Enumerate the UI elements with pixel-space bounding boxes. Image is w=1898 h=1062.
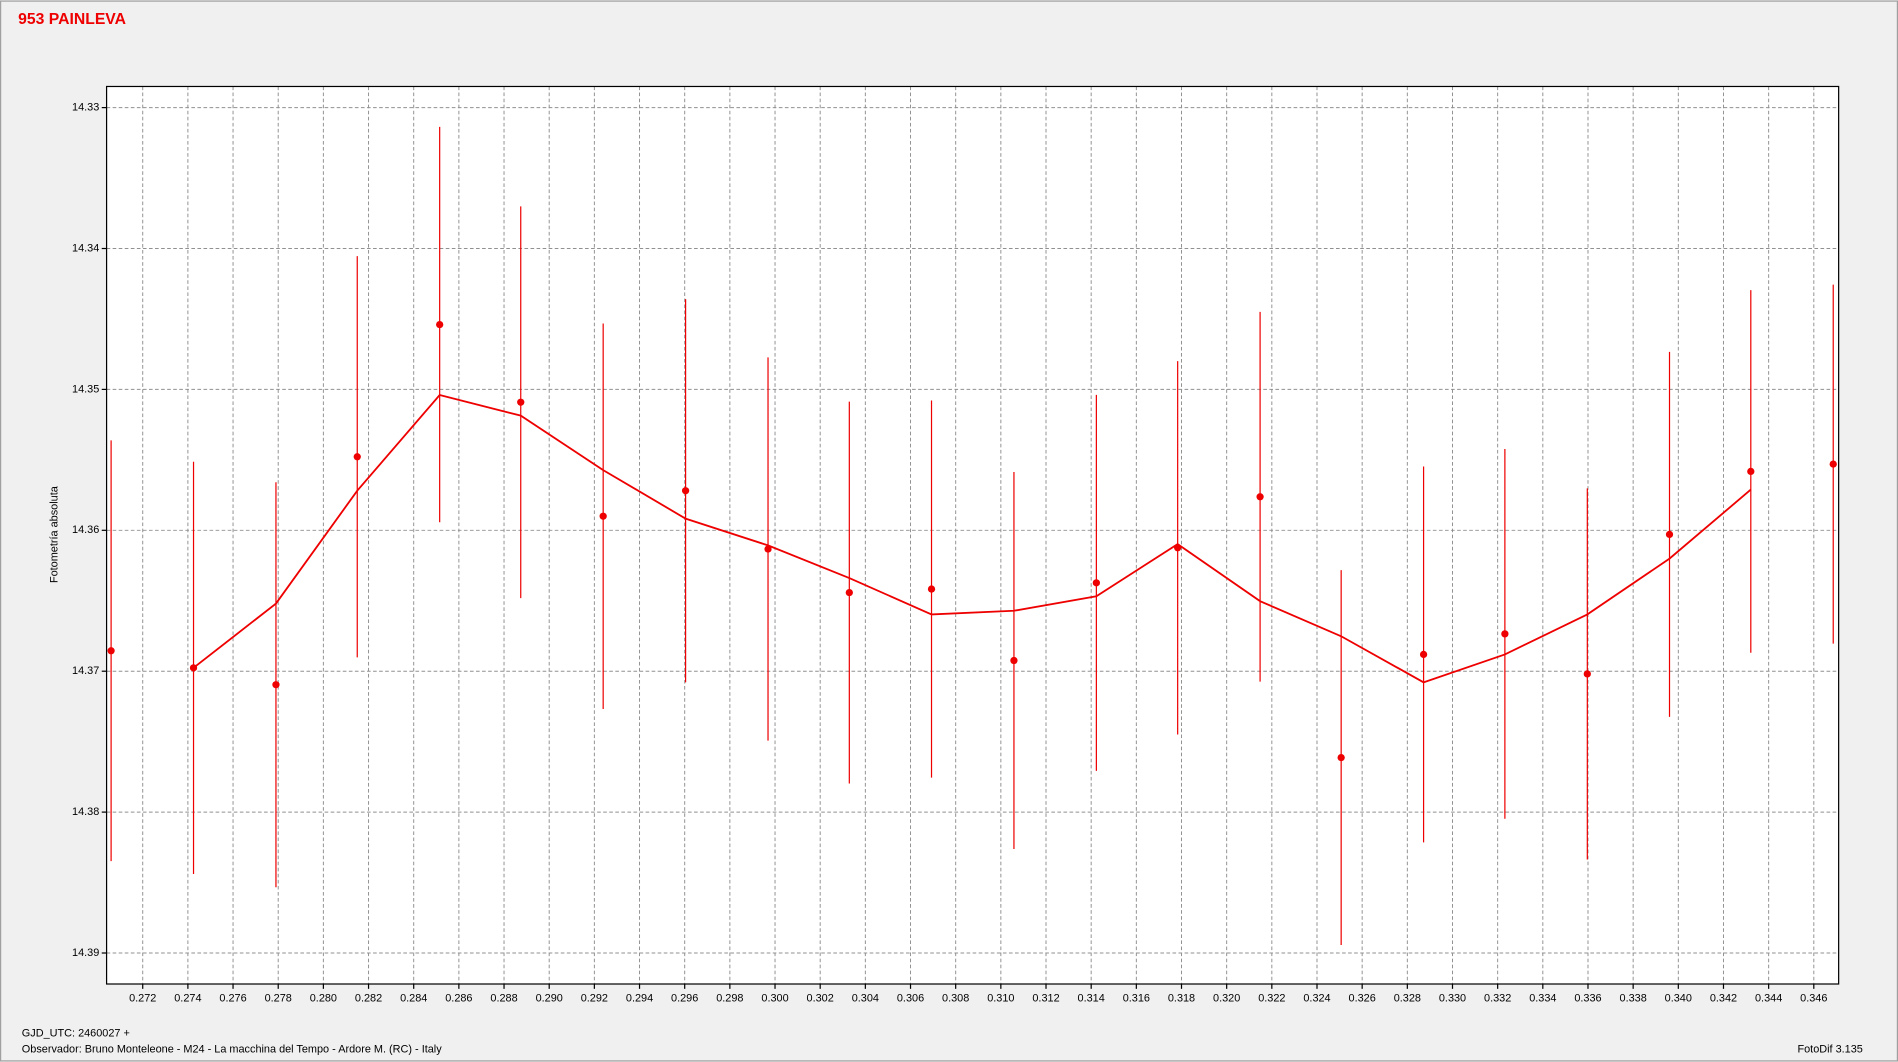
x-tick-label: 0.300 <box>761 992 788 1004</box>
footer-observer: Observador: Bruno Monteleone - M24 - La … <box>22 1043 442 1055</box>
x-tick-label: 0.342 <box>1710 992 1737 1004</box>
x-tick-label: 0.306 <box>897 992 924 1004</box>
y-tick-label: 14.35 <box>72 383 99 395</box>
x-tick-label: 0.332 <box>1484 992 1511 1004</box>
x-tick-label: 0.338 <box>1620 992 1647 1004</box>
x-tick-label: 0.294 <box>626 992 653 1004</box>
x-tick-label: 0.346 <box>1800 992 1827 1004</box>
x-tick-label: 0.340 <box>1665 992 1692 1004</box>
data-point <box>1337 753 1345 762</box>
chart-title: 953 PAINLEVA <box>18 11 126 28</box>
data-point <box>1010 656 1018 665</box>
x-tick-label: 0.272 <box>129 992 156 1004</box>
x-tick-label: 0.298 <box>716 992 743 1004</box>
data-point <box>1501 630 1509 638</box>
x-tick-label: 0.284 <box>400 992 427 1004</box>
x-tick-label: 0.330 <box>1439 992 1466 1004</box>
x-tick-label: 0.292 <box>581 992 608 1004</box>
software-version: FotoDif 3.135 <box>1797 1043 1862 1055</box>
x-tick-label: 0.314 <box>1078 992 1105 1004</box>
x-tick-label: 0.310 <box>987 992 1014 1004</box>
y-tick-label: 14.38 <box>72 806 99 818</box>
data-point <box>436 320 444 329</box>
data-point <box>1419 650 1428 659</box>
footer-date: GJD_UTC: 2460027 + <box>22 1028 130 1040</box>
data-point <box>1256 493 1264 501</box>
x-tick-label: 0.304 <box>852 992 879 1004</box>
x-tick-label: 0.328 <box>1394 992 1421 1004</box>
data-point <box>1665 530 1674 539</box>
x-tick-label: 0.302 <box>807 992 834 1004</box>
plot-area <box>106 86 1839 985</box>
x-tick-label: 0.320 <box>1213 992 1240 1004</box>
x-tick-label: 0.276 <box>219 992 246 1004</box>
y-tick-label: 14.39 <box>72 947 99 959</box>
x-tick-label: 0.324 <box>1303 992 1330 1004</box>
data-point <box>517 398 525 406</box>
y-tick-label: 14.34 <box>72 242 99 254</box>
data-point <box>272 681 280 689</box>
x-tick-label: 0.334 <box>1529 992 1556 1004</box>
x-tick-label: 0.316 <box>1123 992 1150 1004</box>
x-tick-label: 0.280 <box>310 992 337 1004</box>
x-tick-label: 0.318 <box>1168 992 1195 1004</box>
data-point <box>1583 670 1591 678</box>
data-point <box>107 647 115 655</box>
data-point <box>681 487 690 495</box>
y-tick-label: 14.33 <box>72 101 99 113</box>
x-tick-label: 0.274 <box>174 992 201 1004</box>
x-tick-label: 0.296 <box>671 992 698 1004</box>
plot-border <box>105 85 1840 985</box>
x-tick-label: 0.288 <box>490 992 517 1004</box>
data-point <box>1747 467 1755 476</box>
x-tick-label: 0.308 <box>942 992 969 1004</box>
data-point <box>1092 579 1101 587</box>
x-tick-label: 0.336 <box>1574 992 1601 1004</box>
x-tick-label: 0.344 <box>1755 992 1782 1004</box>
y-axis-label: Fotometría absoluta <box>48 485 60 583</box>
fit-line <box>192 394 1752 684</box>
data-point <box>764 545 772 553</box>
data-point <box>599 512 607 520</box>
data-point <box>845 588 853 597</box>
y-tick-label: 14.36 <box>72 524 99 536</box>
x-tick-label: 0.312 <box>1032 992 1059 1004</box>
y-tick-label: 14.37 <box>72 665 99 677</box>
data-point <box>927 585 936 593</box>
x-tick-label: 0.282 <box>355 992 382 1004</box>
x-tick-label: 0.322 <box>1258 992 1285 1004</box>
data-point <box>353 453 361 461</box>
x-tick-label: 0.290 <box>536 992 563 1004</box>
x-tick-label: 0.286 <box>445 992 472 1004</box>
x-tick-label: 0.278 <box>265 992 292 1004</box>
x-tick-label: 0.326 <box>1349 992 1376 1004</box>
data-point <box>1829 460 1837 468</box>
